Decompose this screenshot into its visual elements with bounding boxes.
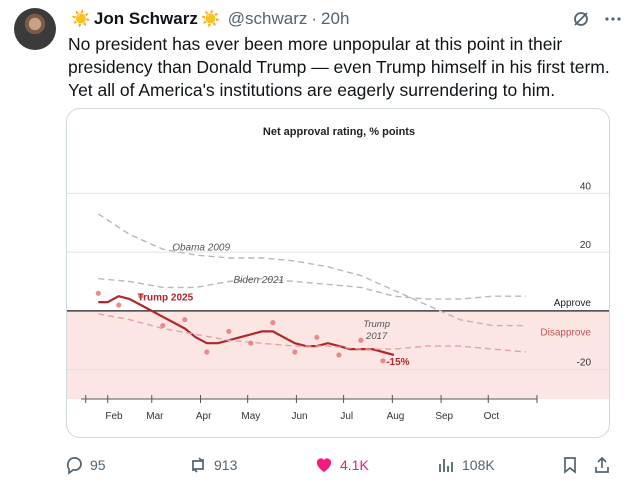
y-tick-label: 40 <box>580 181 592 192</box>
data-point <box>160 322 166 329</box>
views-button[interactable]: 108K <box>436 455 495 475</box>
tweet-text: No president has ever been more unpopula… <box>68 34 610 100</box>
x-tick-label: Aug <box>387 411 405 422</box>
data-point <box>116 302 122 308</box>
author-handle[interactable]: @schwarz <box>227 9 308 28</box>
approval-chart: Feb Mar Apr May Jun Jul Aug Sep Oct 40 20 -20 Obama… <box>67 126 609 422</box>
series-lines <box>97 213 527 356</box>
x-tick-label: Mar <box>146 411 164 422</box>
approve-label: Approve <box>554 298 592 309</box>
data-point <box>248 340 254 346</box>
reply-button[interactable]: 95 <box>64 455 106 475</box>
reply-icon <box>66 457 82 475</box>
share-button[interactable] <box>592 455 612 475</box>
x-tick-label: Oct <box>484 411 500 422</box>
header-actions <box>572 10 622 33</box>
like-button[interactable]: 4.1K <box>314 455 369 475</box>
data-point <box>336 352 342 358</box>
series-line-obama-2009 <box>97 213 526 327</box>
series-label: 2017 <box>365 331 388 342</box>
trump2025-points <box>95 290 386 364</box>
repost-icon <box>191 457 205 473</box>
x-tick-label: Feb <box>105 411 123 422</box>
x-tick-label: Jun <box>292 411 308 422</box>
separator-dot: · <box>311 9 318 28</box>
bookmark-button[interactable] <box>560 455 580 475</box>
data-point <box>380 358 386 364</box>
data-point <box>358 337 364 343</box>
y-tick-label: 20 <box>580 240 592 251</box>
views-count: 108K <box>462 457 495 473</box>
gridlines <box>67 192 609 371</box>
series-label: Biden 2021 <box>234 275 285 286</box>
series-line-trump-2017 <box>98 313 527 353</box>
x-tick-label: Apr <box>196 411 212 422</box>
series-line-trump-2025 <box>98 295 395 356</box>
x-tick-label: May <box>241 411 260 422</box>
x-tick-label: Sep <box>435 411 453 422</box>
data-point <box>182 317 188 323</box>
y-tick-label: -20 <box>577 358 592 369</box>
repost-button[interactable]: 913 <box>188 455 237 475</box>
chart-labels: 40 20 -20 Obama 2009 Biden 2021 Trump 2025 Tru… <box>138 181 592 368</box>
x-tick-label: Jul <box>340 411 353 422</box>
chart-card[interactable]: Feb Mar Apr May Jun Jul Aug Sep Oct 40 20 -20 Obama… <box>66 108 610 438</box>
series-label: Obama 2009 <box>172 243 230 254</box>
share-icon <box>595 456 609 473</box>
reply-count: 95 <box>90 457 106 473</box>
data-point <box>138 293 144 299</box>
end-value-label: -15% <box>386 357 409 368</box>
views-icon <box>439 459 453 472</box>
tweet-header: ☀️ Jon Schwarz ☀️ @schwarz · 20h <box>68 9 349 29</box>
author-name[interactable]: Jon Schwarz <box>93 9 198 28</box>
more-icon[interactable] <box>604 10 622 33</box>
data-point <box>204 349 210 355</box>
bookmark-icon <box>564 457 576 474</box>
repost-count: 913 <box>214 457 238 473</box>
sun-emoji-icon: ☀️ <box>200 11 221 28</box>
x-ticks: Feb Mar Apr May Jun Jul Aug Sep Oct <box>85 395 538 422</box>
data-point <box>226 328 232 335</box>
sun-emoji-icon: ☀️ <box>71 11 91 28</box>
tweet-time[interactable]: 20h <box>321 9 350 28</box>
action-bar: 95 913 4.1K 108K <box>64 452 624 478</box>
chart-title: Net approval rating, % points <box>263 126 415 138</box>
disapprove-label: Disapprove <box>540 327 591 338</box>
data-point <box>95 290 101 296</box>
avatar[interactable] <box>14 8 56 50</box>
series-line-biden-2021 <box>98 277 526 300</box>
series-label: Trump <box>363 319 390 330</box>
data-point <box>270 320 276 326</box>
data-point <box>292 349 298 355</box>
data-point <box>314 334 320 340</box>
grok-icon[interactable] <box>572 10 590 33</box>
series-label: Trump 2025 <box>138 293 194 304</box>
like-count: 4.1K <box>340 457 369 473</box>
heart-icon <box>316 458 332 472</box>
